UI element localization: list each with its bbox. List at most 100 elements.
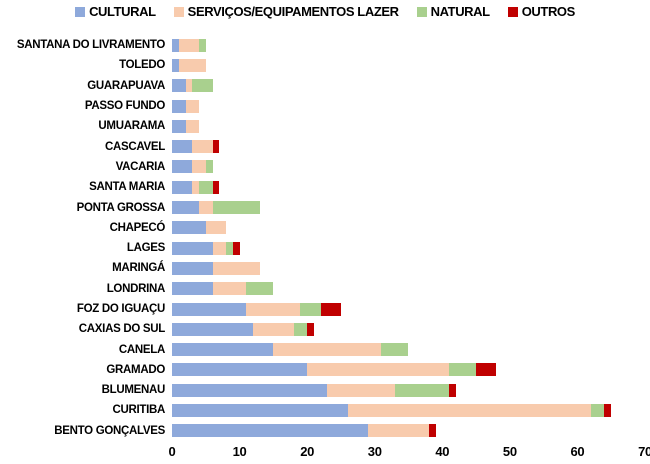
category-label-blumenau: BLUMENAU bbox=[101, 384, 166, 397]
category-label-ponta-grossa: PONTA GROSSA bbox=[76, 201, 166, 214]
legend-item-cultural: CULTURAL bbox=[75, 4, 156, 19]
x-axis: 0 10 20 30 40 50 60 70 bbox=[168, 443, 650, 460]
bar-segment-cultural-maringa bbox=[172, 261, 213, 275]
category-label-umuarama: UMUARAMA bbox=[98, 120, 165, 133]
x-axis-tick-70: 70 bbox=[638, 444, 650, 459]
bar-segment-servicos-equipamentos-lazer-curitiba bbox=[347, 403, 591, 417]
bar-segment-servicos-equipamentos-lazer-toledo bbox=[178, 58, 206, 72]
category-label-lages: LAGES bbox=[126, 242, 165, 255]
bar-row-bento-goncalves: BENTO GONÇALVES bbox=[0, 421, 650, 441]
bar-segment-servicos-equipamentos-lazer-gramado bbox=[307, 363, 450, 377]
bar-row-canela: CANELA bbox=[0, 339, 650, 359]
legend-item-outros: OUTROS bbox=[507, 4, 576, 19]
bar-row-lages: LAGES bbox=[0, 238, 650, 258]
category-label-cascavel: CASCAVEL bbox=[104, 140, 165, 153]
legend-swatch-outros bbox=[507, 6, 518, 17]
bar-track-santana-do-livramento bbox=[172, 38, 645, 52]
bar-track-ponta-grossa bbox=[172, 201, 645, 215]
bar-segment-cultural-lages bbox=[172, 241, 213, 255]
chart-legend: CULTURAL SERVIÇOS/EQUIPAMENTOS LAZER NATUR… bbox=[0, 0, 650, 19]
bar-segment-outros-bento-goncalves bbox=[428, 424, 436, 438]
x-axis-row: 0 10 20 30 40 50 60 70 bbox=[0, 443, 650, 460]
bar-segment-cultural-bento-goncalves bbox=[172, 424, 368, 438]
bar-row-curitiba: CURITIBA bbox=[0, 400, 650, 420]
bar-track-santa-maria bbox=[172, 180, 645, 194]
legend-label-servicos-equipamentos-lazer: SERVIÇOS/EQUIPAMENTOS LAZER bbox=[187, 4, 399, 19]
bar-segment-servicos-equipamentos-lazer-blumenau bbox=[327, 383, 395, 397]
bar-track-blumenau bbox=[172, 383, 645, 397]
x-axis-tick-10: 10 bbox=[232, 444, 247, 459]
bar-track-vacaria bbox=[172, 160, 645, 174]
legend-label-outros: OUTROS bbox=[521, 4, 576, 19]
bar-segment-natural-canela bbox=[381, 343, 409, 357]
bar-row-maringa: MARINGÁ bbox=[0, 258, 650, 278]
bar-segment-natural-londrina bbox=[246, 282, 274, 296]
bar-segment-natural-santana-do-livramento bbox=[199, 38, 206, 52]
x-axis-tick-40: 40 bbox=[435, 444, 450, 459]
legend-swatch-servicos-equipamentos-lazer bbox=[173, 6, 184, 17]
bar-segment-cultural-canela bbox=[172, 343, 274, 357]
bar-segment-cultural-caxias-do-sul bbox=[172, 322, 254, 336]
bar-segment-natural-caxias-do-sul bbox=[293, 322, 308, 336]
bar-segment-outros-foz-do-iguacu bbox=[320, 302, 341, 316]
x-axis-tick-30: 30 bbox=[367, 444, 382, 459]
bar-row-cascavel: CASCAVEL bbox=[0, 136, 650, 156]
bar-segment-servicos-equipamentos-lazer-maringa bbox=[212, 261, 260, 275]
bar-track-londrina bbox=[172, 282, 645, 296]
bar-row-umuarama: UMUARAMA bbox=[0, 116, 650, 136]
bar-segment-cultural-guarapuava bbox=[172, 79, 186, 93]
bar-track-chapeco bbox=[172, 221, 645, 235]
legend-item-natural: NATURAL bbox=[416, 4, 490, 19]
bar-segment-outros-curitiba bbox=[604, 403, 612, 417]
bar-segment-outros-cascavel bbox=[212, 140, 220, 154]
bar-row-passo-fundo: PASSO FUNDO bbox=[0, 96, 650, 116]
bar-segment-natural-blumenau bbox=[394, 383, 450, 397]
bar-track-curitiba bbox=[172, 403, 645, 417]
legend-swatch-natural bbox=[416, 6, 427, 17]
x-axis-tick-0: 0 bbox=[168, 444, 176, 459]
bar-track-guarapuava bbox=[172, 79, 645, 93]
bar-segment-servicos-equipamentos-lazer-passo-fundo bbox=[185, 99, 199, 113]
bar-track-umuarama bbox=[172, 119, 645, 133]
bar-row-caxias-do-sul: CAXIAS DO SUL bbox=[0, 319, 650, 339]
category-label-guarapuava: GUARAPUAVA bbox=[87, 79, 165, 92]
bar-segment-natural-santa-maria bbox=[199, 180, 213, 194]
bar-row-gramado: GRAMADO bbox=[0, 360, 650, 380]
bar-segment-servicos-equipamentos-lazer-londrina bbox=[212, 282, 247, 296]
bar-row-santa-maria: SANTA MARIA bbox=[0, 177, 650, 197]
category-label-canela: CANELA bbox=[118, 343, 165, 356]
bar-segment-natural-curitiba bbox=[590, 403, 605, 417]
category-label-toledo: TOLEDO bbox=[119, 59, 165, 72]
bar-segment-outros-lages bbox=[232, 241, 240, 255]
bar-segment-natural-ponta-grossa bbox=[212, 201, 260, 215]
bar-segment-cultural-santana-do-livramento bbox=[172, 38, 179, 52]
bar-segment-cultural-cascavel bbox=[172, 140, 193, 154]
legend-item-servicos-equipamentos-lazer: SERVIÇOS/EQUIPAMENTOS LAZER bbox=[173, 4, 399, 19]
bar-segment-servicos-equipamentos-lazer-caxias-do-sul bbox=[253, 322, 294, 336]
bar-track-maringa bbox=[172, 261, 645, 275]
bar-track-cascavel bbox=[172, 140, 645, 154]
bar-row-guarapuava: GUARAPUAVA bbox=[0, 76, 650, 96]
bar-row-ponta-grossa: PONTA GROSSA bbox=[0, 197, 650, 217]
bar-segment-cultural-toledo bbox=[172, 58, 179, 72]
bar-segment-servicos-equipamentos-lazer-vacaria bbox=[192, 160, 206, 174]
bar-segment-cultural-londrina bbox=[172, 282, 213, 296]
bar-segment-cultural-umuarama bbox=[172, 119, 186, 133]
legend-label-cultural: CULTURAL bbox=[89, 4, 156, 19]
bar-segment-servicos-equipamentos-lazer-cascavel bbox=[192, 140, 213, 154]
category-label-chapeco: CHAPECÓ bbox=[109, 221, 166, 234]
category-label-gramado: GRAMADO bbox=[106, 363, 165, 376]
bar-segment-servicos-equipamentos-lazer-guarapuava bbox=[185, 79, 193, 93]
bar-segment-outros-gramado bbox=[476, 363, 497, 377]
bar-row-londrina: LONDRINA bbox=[0, 279, 650, 299]
bar-segment-natural-gramado bbox=[449, 363, 477, 377]
category-label-curitiba: CURITIBA bbox=[112, 404, 165, 417]
bar-track-canela bbox=[172, 343, 645, 357]
x-axis-tick-50: 50 bbox=[502, 444, 517, 459]
bar-row-foz-do-iguacu: FOZ DO IGUAÇU bbox=[0, 299, 650, 319]
bar-track-gramado bbox=[172, 363, 645, 377]
bar-segment-servicos-equipamentos-lazer-santana-do-livramento bbox=[178, 38, 200, 52]
bar-track-foz-do-iguacu bbox=[172, 302, 645, 316]
bar-segment-servicos-equipamentos-lazer-chapeco bbox=[205, 221, 227, 235]
